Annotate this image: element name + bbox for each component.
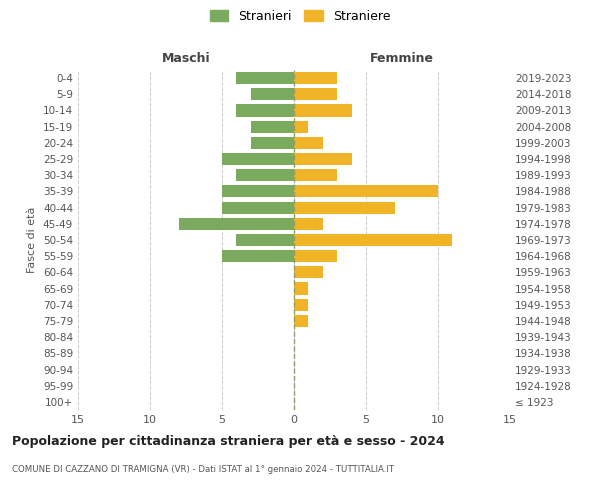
Bar (294, 169, 337, 181)
Bar (294, 218, 323, 230)
Bar (294, 234, 452, 246)
Bar (236, 234, 294, 246)
Bar (251, 137, 294, 149)
Bar (179, 218, 294, 230)
Bar (222, 186, 294, 198)
Text: COMUNE DI CAZZANO DI TRAMIGNA (VR) - Dati ISTAT al 1° gennaio 2024 - TUTTITALIA.: COMUNE DI CAZZANO DI TRAMIGNA (VR) - Dat… (12, 465, 394, 474)
Text: Maschi: Maschi (161, 52, 211, 65)
Bar (294, 137, 323, 149)
Text: Popolazione per cittadinanza straniera per età e sesso - 2024: Popolazione per cittadinanza straniera p… (12, 435, 445, 448)
Bar (294, 250, 337, 262)
Bar (294, 186, 438, 198)
Bar (294, 153, 352, 165)
Bar (222, 153, 294, 165)
Bar (236, 104, 294, 117)
Text: Femmine: Femmine (370, 52, 434, 65)
Bar (294, 72, 337, 84)
Bar (294, 298, 308, 311)
Y-axis label: Fasce di età: Fasce di età (28, 207, 37, 273)
Legend: Stranieri, Straniere: Stranieri, Straniere (206, 6, 394, 26)
Bar (222, 202, 294, 213)
Bar (294, 104, 352, 117)
Bar (222, 250, 294, 262)
Bar (294, 120, 308, 132)
Bar (236, 169, 294, 181)
Bar (251, 88, 294, 101)
Bar (294, 282, 308, 294)
Bar (294, 88, 337, 101)
Bar (251, 120, 294, 132)
Bar (236, 72, 294, 84)
Bar (294, 266, 323, 278)
Bar (294, 202, 395, 213)
Bar (294, 315, 308, 327)
